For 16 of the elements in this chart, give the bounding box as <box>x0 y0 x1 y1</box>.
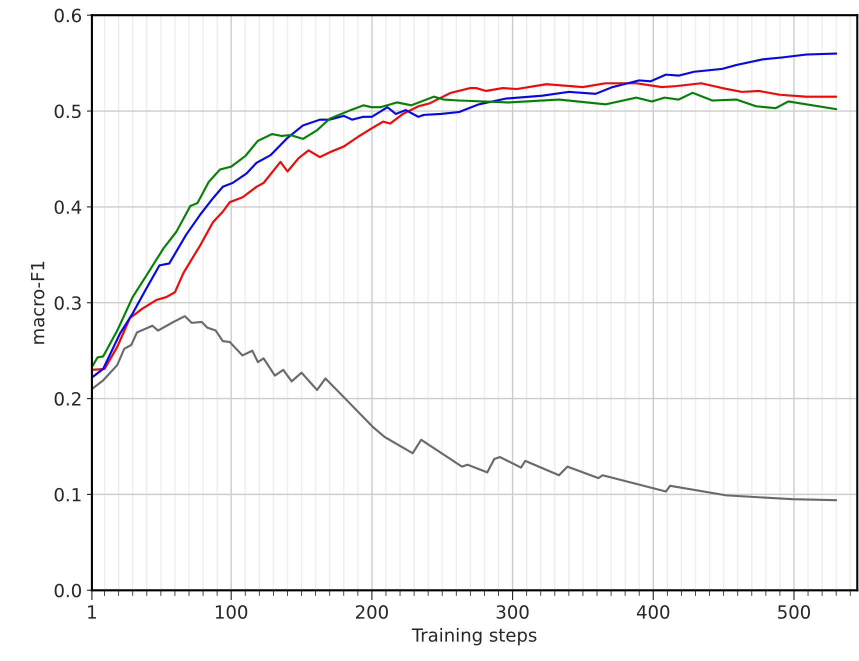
x-tick-label: 400 <box>636 605 670 619</box>
line-series <box>92 315 838 502</box>
y-tick-label: 0.5 <box>54 104 81 118</box>
x-tick-label: 1 <box>88 605 96 619</box>
x-tick-label: 200 <box>356 605 388 619</box>
y-axis-title: macro-F1 <box>31 262 44 344</box>
x-tick-label: 300 <box>496 605 529 619</box>
x-tick-label: 100 <box>216 605 248 619</box>
y-tick-label: 0.2 <box>54 392 80 406</box>
y-tick-label: 0.4 <box>54 200 82 214</box>
x-axis-title: Training steps <box>412 628 536 646</box>
x-tick-label: 500 <box>778 605 810 619</box>
y-tick-label: 0.3 <box>54 296 81 310</box>
y-tick-label: 0.6 <box>54 8 82 22</box>
y-tick-label: 0.0 <box>54 584 81 598</box>
y-tick-label: 0.1 <box>54 488 81 502</box>
